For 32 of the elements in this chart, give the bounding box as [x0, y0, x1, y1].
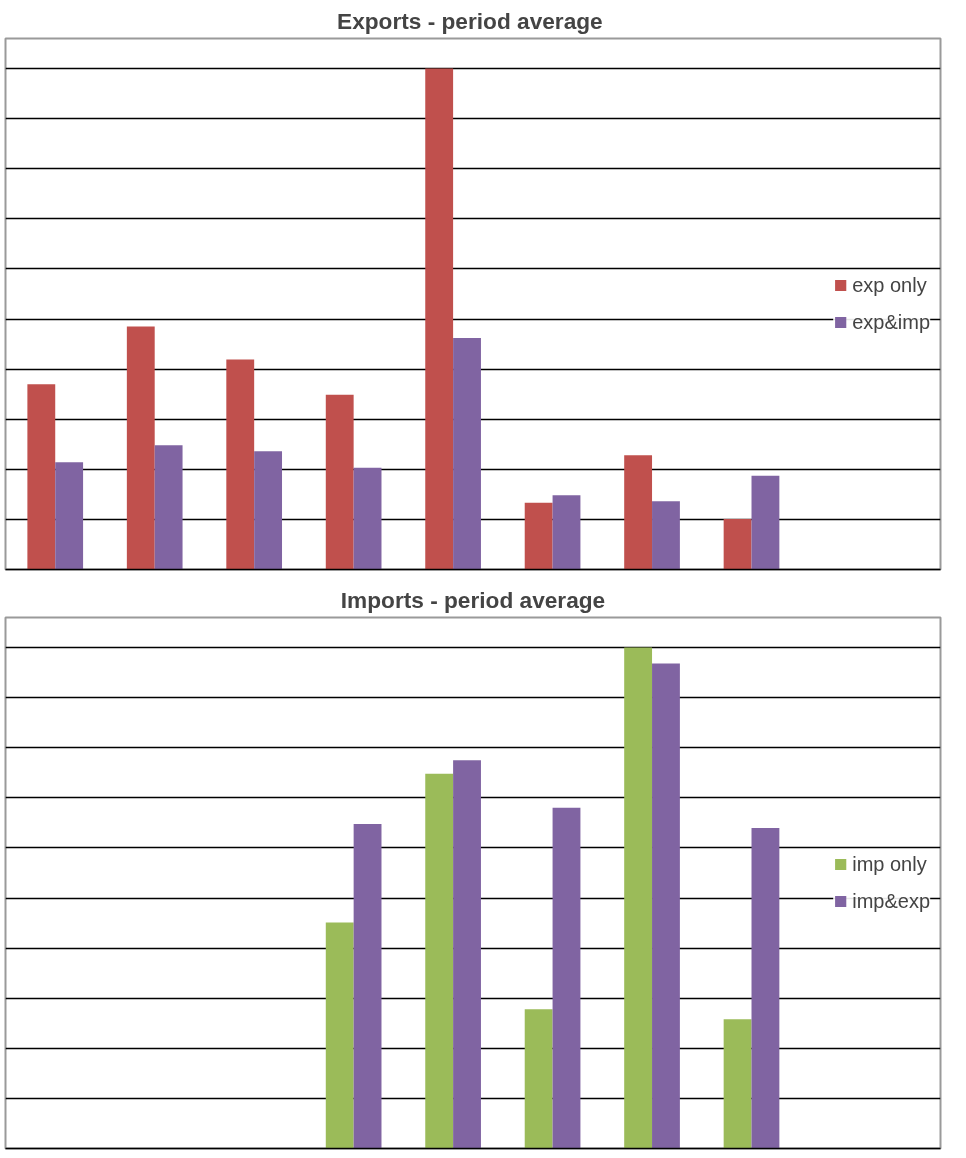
- chart-title: Exports - period average: [337, 7, 603, 34]
- bar: [126, 326, 155, 570]
- bar: [55, 462, 84, 570]
- bar: [353, 467, 382, 570]
- bar: [552, 495, 581, 570]
- bar: [453, 338, 481, 570]
- bar: [27, 384, 56, 570]
- bar: [751, 827, 780, 1149]
- bar: [524, 1009, 553, 1149]
- bar: [325, 394, 354, 570]
- bar: [624, 455, 653, 570]
- bar: [254, 451, 283, 570]
- bar: [325, 922, 354, 1149]
- bar: [154, 445, 183, 570]
- bar: [652, 501, 680, 570]
- legend-label: imp&exp: [852, 889, 930, 913]
- bar: [425, 773, 454, 1149]
- bar: [751, 475, 780, 570]
- bar: [624, 647, 653, 1149]
- legend-label: imp only: [852, 852, 927, 876]
- bar: [723, 1019, 752, 1149]
- bar: [425, 68, 454, 570]
- bar: [652, 663, 680, 1149]
- bar: [552, 807, 581, 1149]
- bar: [723, 518, 752, 570]
- legend-label: exp only: [852, 273, 927, 297]
- bar: [524, 502, 553, 570]
- legend-label: exp&imp: [852, 310, 930, 334]
- bar: [353, 823, 382, 1149]
- bar: [226, 359, 255, 570]
- chart-title: Imports - period average: [340, 586, 606, 613]
- bar: [453, 760, 481, 1149]
